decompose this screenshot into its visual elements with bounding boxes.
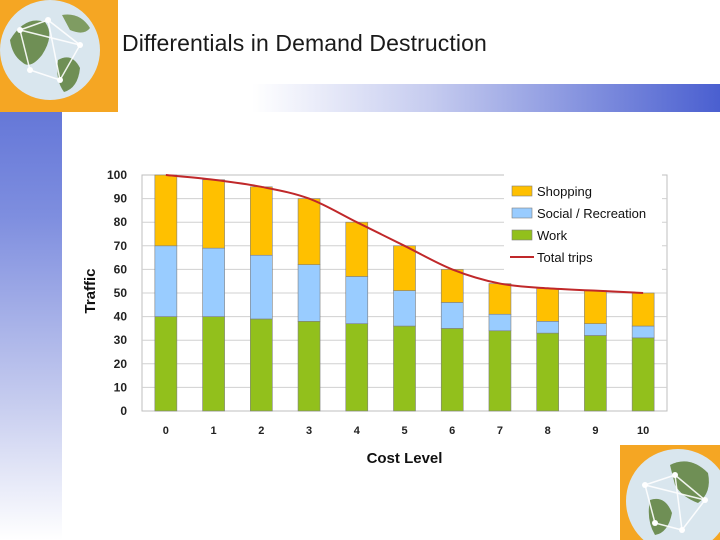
bar-shopping [202,179,225,249]
bar-social [250,254,273,320]
y-tick-label: 80 [114,215,128,229]
x-tick-label: 7 [497,425,503,437]
bar-work [536,332,559,412]
total-trips-line [165,174,644,294]
x-tick-label: 5 [401,425,407,437]
bar-work [250,318,273,412]
y-tick-label: 70 [114,239,128,253]
bar-social [154,245,178,317]
top-decorative-bar [0,84,720,112]
bar-social [393,290,416,327]
bar-work [440,328,464,412]
x-tick-label: 2 [258,425,264,437]
y-tick-label: 90 [114,192,128,206]
bar-shopping [297,198,321,265]
bar-work [154,316,178,412]
legend-label-social: Social / Recreation [537,206,646,221]
y-tick-label: 100 [107,168,127,182]
bar-social [631,325,655,339]
bar-shopping [488,283,512,315]
x-tick-label: 1 [211,425,217,437]
y-axis-title: Traffic [82,268,99,313]
x-tick-label: 10 [637,425,649,437]
x-axis-title: Cost Level [367,450,443,467]
bar-shopping [250,186,273,256]
bar-shopping [345,221,369,277]
y-tick-label: 50 [114,286,128,300]
legend-label-total: Total trips [537,250,593,265]
bar-work [393,325,416,412]
y-tick-label: 10 [114,380,128,394]
slide-title: Differentials in Demand Destruction [122,30,487,56]
bar-social [345,276,369,324]
bar-work [488,330,512,412]
bar-social [440,302,464,329]
bar-shopping [393,245,416,291]
bar-shopping [584,290,607,324]
y-tick-label: 20 [114,357,128,371]
y-tick-label: 0 [120,404,127,418]
bar-shopping [536,287,559,322]
bar-work [631,337,655,412]
bar-social [488,313,512,332]
bar-work [345,323,369,412]
bar-work [202,316,225,412]
bar-social [202,247,225,317]
bar-shopping [631,292,655,327]
bar-shopping [154,174,178,247]
bar-social [536,321,559,334]
bar-social [584,323,607,336]
x-tick-label: 0 [163,425,169,437]
legend-swatch-social [511,207,533,219]
legend-label-work: Work [537,228,568,243]
bar-social [297,264,321,322]
globe-corner-bottom-right [620,445,720,540]
x-tick-label: 9 [592,425,598,437]
y-tick-label: 60 [114,262,128,276]
legend-swatch-work [511,229,533,241]
legend-swatch-shopping [511,185,533,197]
bar-work [584,335,607,412]
x-tick-label: 4 [354,425,361,437]
globe-corner-top-left [0,0,118,112]
bar-shopping [440,269,464,303]
y-tick-label: 40 [114,310,128,324]
x-tick-label: 8 [545,425,551,437]
legend-label-shopping: Shopping [537,184,592,199]
bar-work [297,321,321,412]
x-tick-label: 6 [449,425,455,437]
x-tick-label: 3 [306,425,312,437]
y-tick-label: 30 [114,333,128,347]
